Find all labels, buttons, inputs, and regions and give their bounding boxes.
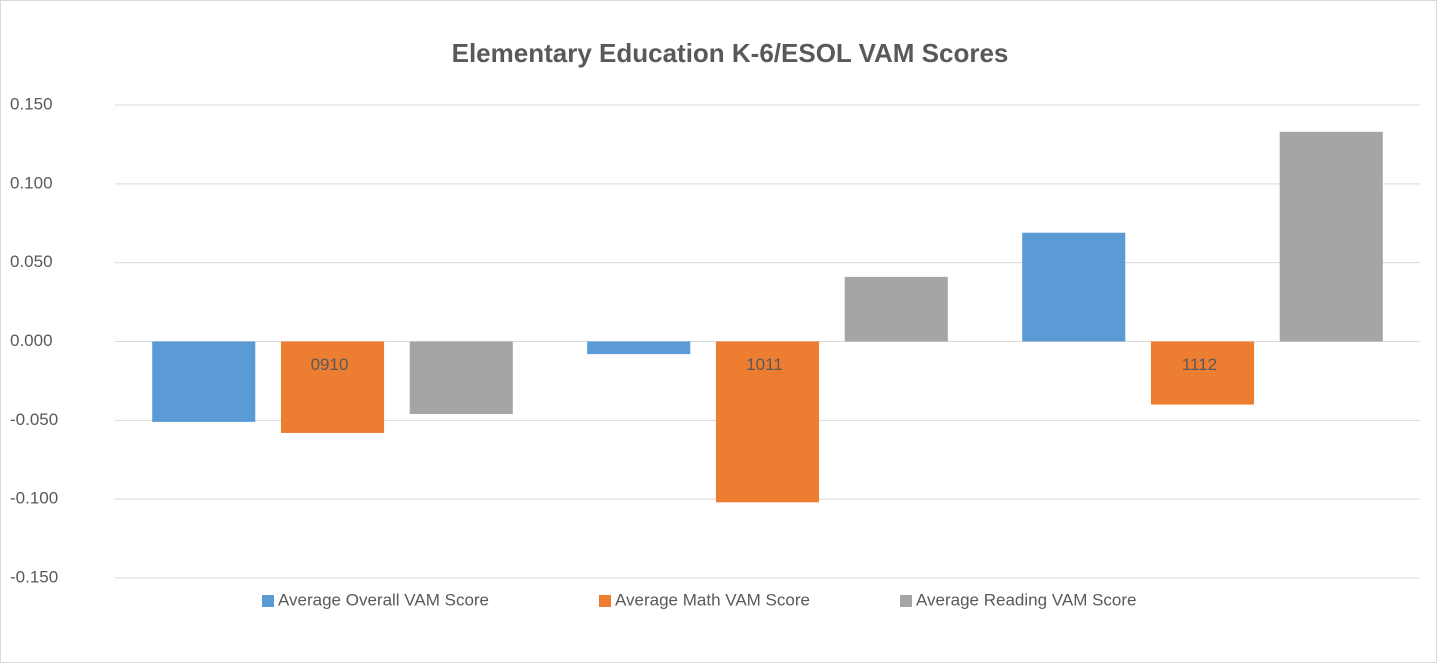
legend-swatch xyxy=(262,595,274,607)
bar xyxy=(1150,341,1255,405)
chart-title: Elementary Education K-6/ESOL VAM Scores xyxy=(452,38,1009,68)
bar xyxy=(844,276,948,342)
y-tick-label: 0.150 xyxy=(10,94,53,113)
y-tick-label: -0.050 xyxy=(10,410,58,429)
legend-swatch xyxy=(900,595,912,607)
bar xyxy=(587,341,691,355)
legend-label: Average Math VAM Score xyxy=(615,590,810,609)
y-tick-label: -0.150 xyxy=(10,567,58,586)
y-tick-label: 0.000 xyxy=(10,331,53,350)
y-tick-label: -0.100 xyxy=(10,489,58,508)
bar xyxy=(715,341,820,503)
bar xyxy=(1279,131,1383,342)
category-label: 0910 xyxy=(311,355,349,374)
y-tick-label: 0.050 xyxy=(10,252,53,271)
bar xyxy=(152,341,256,422)
legend-swatch xyxy=(599,595,611,607)
category-label: 1011 xyxy=(746,355,783,374)
legend-label: Average Reading VAM Score xyxy=(916,590,1137,609)
bar xyxy=(1022,232,1126,342)
bar xyxy=(280,341,385,433)
bar xyxy=(409,341,513,415)
category-label: 1112 xyxy=(1182,355,1217,374)
y-tick-label: 0.100 xyxy=(10,173,53,192)
legend-label: Average Overall VAM Score xyxy=(278,590,489,609)
